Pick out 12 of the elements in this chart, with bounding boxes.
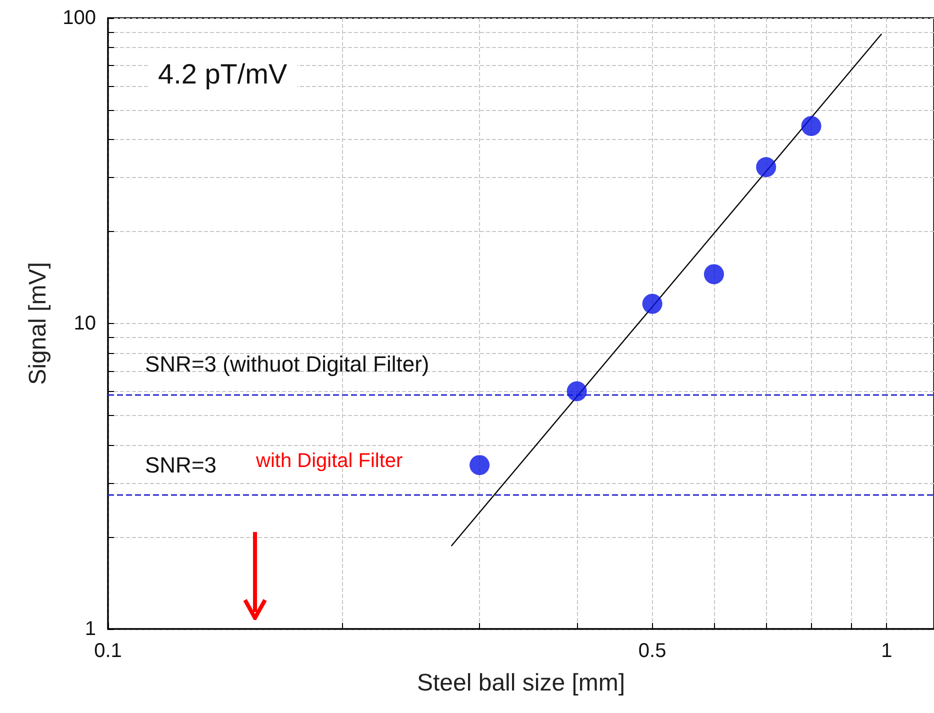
y-axis-title: Signal [mV] <box>24 262 52 385</box>
x-tick-label: 0.1 <box>94 640 122 662</box>
x-tick-label: 1 <box>881 640 892 662</box>
x-tick-label: 0.5 <box>638 640 666 662</box>
y-tick-label: 1 <box>84 618 96 640</box>
annotation: with Digital Filter <box>255 450 404 472</box>
annotation: SNR=3 (withuot Digital Filter) <box>145 352 430 376</box>
annotation: 4.2 pT/mV <box>158 58 288 90</box>
x-axis-title: Steel ball size [mm] <box>416 670 626 696</box>
annotation: SNR=3 <box>145 452 217 478</box>
y-tick-label: 100 <box>62 7 96 29</box>
y-tick-label: 10 <box>74 312 96 334</box>
